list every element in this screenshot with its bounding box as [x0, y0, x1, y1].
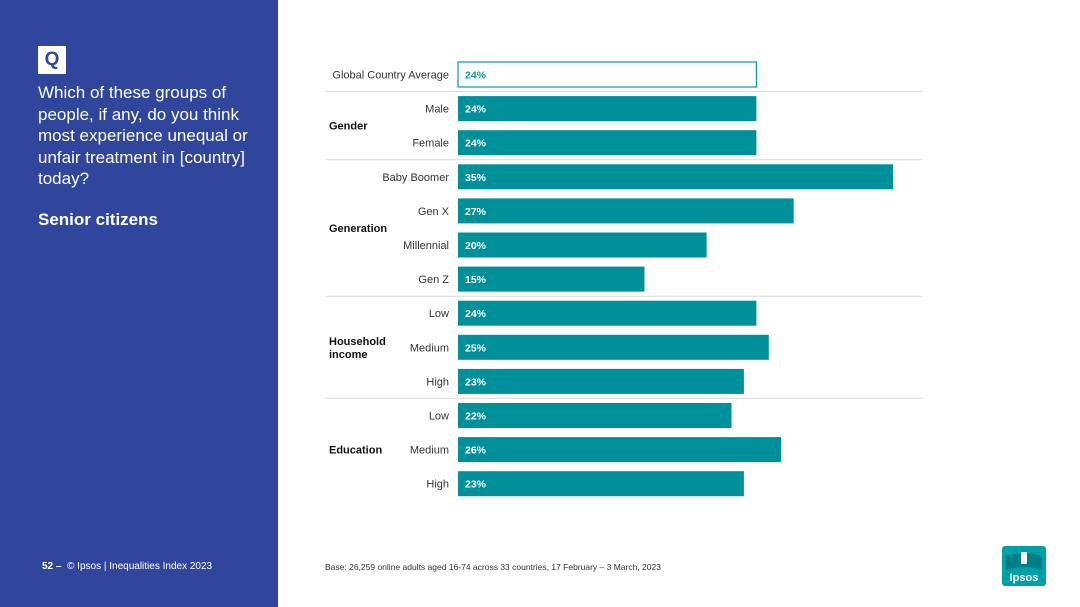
question-badge: Q: [38, 46, 66, 74]
group-title: Household: [329, 336, 386, 348]
bar: [458, 266, 645, 292]
question-text: Which of these groups of people, if any,…: [38, 83, 248, 188]
data-label: 27%: [465, 206, 487, 218]
data-label: 26%: [465, 445, 487, 457]
logo-mark: [1021, 552, 1027, 564]
topic-title: Senior citizens: [38, 210, 158, 229]
group-title: Generation: [329, 223, 387, 235]
category-label: Gen Z: [418, 274, 449, 286]
data-label: 24%: [465, 70, 487, 82]
category-label: Female: [412, 138, 449, 150]
bar: [458, 437, 782, 463]
data-label: 24%: [465, 138, 487, 150]
category-label: High: [426, 376, 449, 388]
bar: [458, 232, 707, 258]
group-title: income: [329, 349, 368, 361]
category-label: High: [426, 479, 449, 491]
category-label: Baby Boomer: [382, 172, 449, 184]
category-label: Male: [425, 104, 449, 116]
base-note: Base: 26,259 online adults aged 16-74 ac…: [325, 562, 661, 572]
bar: [457, 61, 757, 88]
footer: 52 – © Ipsos | Inequalities Index 2023: [42, 561, 212, 572]
data-label: 24%: [465, 104, 487, 116]
data-label: 25%: [465, 342, 487, 354]
bar: [458, 198, 794, 224]
ipsos-logo: Ipsos: [1002, 546, 1046, 586]
footer-copyright: © Ipsos | Inequalities Index 2023: [67, 561, 213, 572]
footer-separator: –: [55, 561, 62, 572]
category-label: Gen X: [418, 206, 450, 218]
bar: [458, 368, 744, 394]
data-label: 23%: [465, 479, 487, 491]
bar: [458, 300, 757, 326]
page-number: 52: [42, 561, 54, 572]
category-label: Global Country Average: [332, 70, 449, 82]
bar: [458, 403, 732, 428]
bar: [458, 130, 757, 156]
category-label: Low: [429, 411, 449, 423]
category-label: Low: [429, 308, 449, 320]
group-title: Education: [329, 445, 382, 457]
group-title: Gender: [329, 121, 368, 133]
bar: [458, 96, 757, 122]
logo-text: Ipsos: [1010, 572, 1039, 584]
bar: [458, 164, 894, 190]
data-label: 35%: [465, 172, 487, 184]
data-label: 15%: [465, 274, 487, 286]
data-label: 24%: [465, 308, 487, 320]
category-label: Medium: [410, 342, 449, 354]
data-label: 23%: [465, 376, 487, 388]
category-label: Medium: [410, 445, 449, 457]
data-label: 20%: [465, 240, 487, 252]
category-label: Millennial: [403, 240, 449, 252]
bar: [458, 471, 744, 497]
left-panel: Q Which of these groups of people, if an…: [0, 0, 278, 607]
data-label: 22%: [465, 411, 487, 423]
bar: [458, 334, 769, 360]
